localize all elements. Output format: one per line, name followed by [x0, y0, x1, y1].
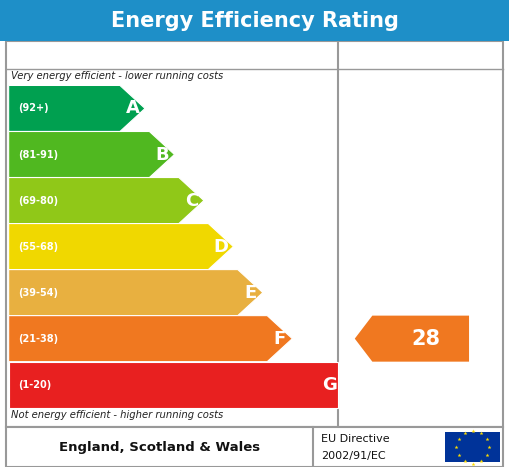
- Text: D: D: [213, 238, 229, 255]
- Text: (1-20): (1-20): [18, 380, 51, 389]
- Text: Very energy efficient - lower running costs: Very energy efficient - lower running co…: [11, 71, 223, 81]
- Text: B: B: [155, 146, 169, 163]
- Polygon shape: [9, 177, 204, 224]
- Text: A: A: [126, 99, 139, 118]
- Text: G: G: [322, 375, 337, 394]
- Text: (39-54): (39-54): [18, 288, 58, 297]
- Text: 28: 28: [411, 329, 440, 349]
- Text: Energy Efficiency Rating: Energy Efficiency Rating: [110, 11, 399, 30]
- Bar: [6, 41, 503, 427]
- Bar: [6, 427, 503, 467]
- Text: (21-38): (21-38): [18, 333, 58, 344]
- Text: (55-68): (55-68): [18, 241, 58, 252]
- Text: E: E: [244, 283, 257, 302]
- Polygon shape: [9, 224, 234, 269]
- Bar: [0, 0, 509, 41]
- Text: Not energy efficient - higher running costs: Not energy efficient - higher running co…: [11, 410, 223, 420]
- Polygon shape: [355, 316, 469, 361]
- Text: F: F: [274, 330, 286, 347]
- Text: (81-91): (81-91): [18, 149, 58, 160]
- Bar: [445, 432, 500, 462]
- Polygon shape: [9, 132, 175, 177]
- Text: England, Scotland & Wales: England, Scotland & Wales: [59, 441, 260, 453]
- Polygon shape: [9, 269, 263, 316]
- Text: (69-80): (69-80): [18, 196, 58, 205]
- Polygon shape: [9, 316, 292, 361]
- Text: EU Directive: EU Directive: [321, 434, 389, 444]
- Text: (92+): (92+): [18, 104, 48, 113]
- Text: 2002/91/EC: 2002/91/EC: [321, 451, 385, 460]
- Text: C: C: [185, 191, 198, 210]
- Polygon shape: [9, 85, 145, 132]
- Polygon shape: [9, 361, 338, 408]
